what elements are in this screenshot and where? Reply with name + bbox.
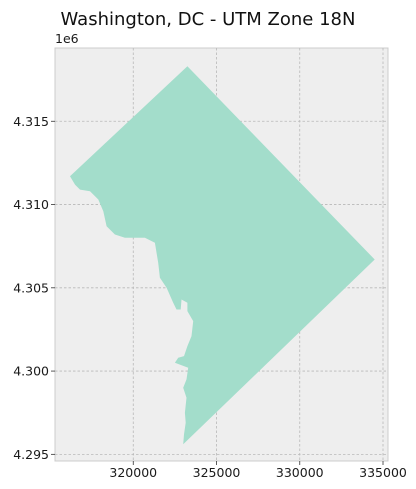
y-tick-label: 4.310: [13, 197, 49, 212]
map-title: Washington, DC - UTM Zone 18N: [61, 9, 356, 30]
x-tick-label: 325000: [193, 465, 241, 480]
y-tick-label: 4.300: [13, 364, 49, 379]
y-offset-label: 1e6: [55, 31, 79, 46]
x-tick-label: 320000: [109, 465, 157, 480]
axis-ticks: 320000 325000 330000 335000 4.295 4.300 4.305 4…: [13, 114, 407, 480]
x-tick-label: 335000: [359, 465, 407, 480]
x-tick-label: 330000: [276, 465, 324, 480]
y-tick-label: 4.315: [13, 114, 49, 129]
y-tick-label: 4.295: [13, 447, 49, 462]
dc-boundary-polygon: [70, 66, 375, 445]
y-tick-label: 4.305: [13, 280, 49, 295]
